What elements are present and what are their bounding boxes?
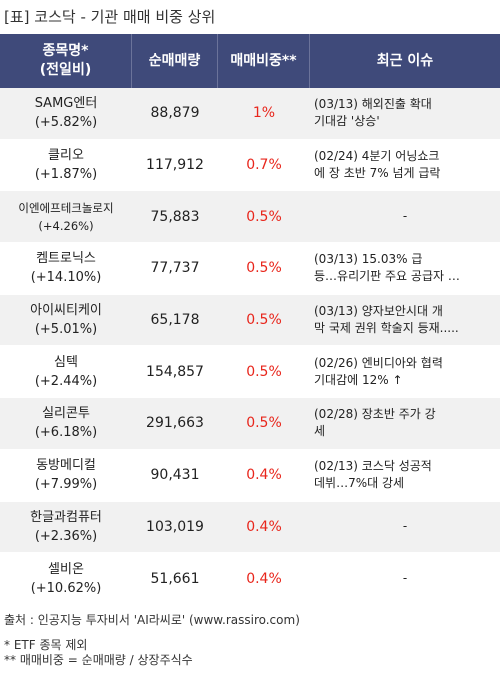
stock-change: (+4.26%) bbox=[38, 218, 94, 233]
trade-ratio-cell: 0.7% bbox=[218, 139, 310, 192]
stock-name-cell: 켐트로닉스 (+14.10%) bbox=[0, 243, 132, 295]
net-volume-cell: 291,663 bbox=[132, 398, 218, 450]
stock-change: (+10.62%) bbox=[30, 580, 102, 596]
net-volume-cell: 88,879 bbox=[132, 88, 218, 140]
net-volume-cell: 65,178 bbox=[132, 294, 218, 347]
stock-name-cell: 셀비온 (+10.62%) bbox=[0, 553, 132, 605]
table-row: 아이씨티케이 (+5.01%) 65,178 0.5% (03/13) 양자보안시… bbox=[0, 294, 500, 347]
source-note: 출처 : 인공지능 투자비서 'AI라씨로' (www.rassiro.com) bbox=[4, 613, 300, 627]
stock-name: 켐트로닉스 bbox=[36, 251, 96, 267]
trade-ratio-cell: 0.5% bbox=[218, 346, 310, 399]
stock-change: (+2.36%) bbox=[34, 528, 98, 544]
net-volume-cell: 117,912 bbox=[132, 139, 218, 192]
table-header-row: 종목명* (전일비) 순매매량 매매비중** 최근 이슈 bbox=[0, 34, 500, 88]
issue-line1: (03/13) 양자보안시대 개 bbox=[314, 304, 443, 319]
header-name-line2: (전일비) bbox=[39, 62, 92, 78]
trade-ratio-cell: 0.5% bbox=[218, 243, 310, 295]
stock-name: 아이씨티케이 bbox=[30, 303, 102, 319]
stock-name: SAMG엔터 bbox=[34, 96, 98, 112]
recent-issue-cell: - bbox=[310, 553, 500, 605]
trade-ratio-cell: 0.4% bbox=[218, 553, 310, 605]
issue-line1: (03/13) 15.03% 급 bbox=[314, 252, 423, 267]
trade-ratio-definition-note: ** 매매비중 = 순매매량 / 상장주식수 bbox=[4, 653, 193, 667]
stock-change: (+7.99%) bbox=[34, 477, 98, 493]
table-row: 켐트로닉스 (+14.10%) 77,737 0.5% (03/13) 15.03… bbox=[0, 243, 500, 295]
net-volume-cell: 51,661 bbox=[132, 553, 218, 605]
issue-line2: 세 bbox=[314, 424, 326, 439]
stock-name-cell: 동방메디컬 (+7.99%) bbox=[0, 449, 132, 502]
issue-line2: 기대감에 12% ↑ bbox=[314, 372, 403, 387]
header-stock-name: 종목명* (전일비) bbox=[0, 34, 132, 88]
header-net-volume: 순매매량 bbox=[132, 34, 218, 88]
trade-ratio-cell: 0.5% bbox=[218, 191, 310, 244]
stock-name: 클리오 bbox=[48, 148, 84, 164]
net-volume-cell: 90,431 bbox=[132, 449, 218, 502]
trade-ratio-cell: 0.5% bbox=[218, 398, 310, 450]
trade-ratio-cell: 0.4% bbox=[218, 449, 310, 502]
issue-line1: (02/13) 코스닥 성공적 bbox=[314, 459, 432, 474]
issue-line2: 막 국제 권위 학술지 등재..... bbox=[314, 321, 459, 336]
stock-name-cell: 심텍 (+2.44%) bbox=[0, 346, 132, 399]
stock-change: (+14.10%) bbox=[30, 270, 102, 286]
table-row: 실리콘투 (+6.18%) 291,663 0.5% (02/28) 장초반 주가… bbox=[0, 398, 500, 450]
table-row: 이엔에프테크놀로지 (+4.26%) 75,883 0.5% - bbox=[0, 191, 500, 244]
net-volume-cell: 103,019 bbox=[132, 501, 218, 554]
trade-ratio-cell: 0.4% bbox=[218, 501, 310, 554]
recent-issue-cell: - bbox=[310, 191, 500, 244]
issue-line1: (02/26) 엔비디아와 협력 bbox=[314, 355, 443, 370]
table-row: 한글과컴퓨터 (+2.36%) 103,019 0.4% - bbox=[0, 501, 500, 554]
stock-change: (+2.44%) bbox=[34, 373, 98, 389]
table-row: 클리오 (+1.87%) 117,912 0.7% (02/24) 4분기 어닝쇼… bbox=[0, 139, 500, 192]
issue-line2: 에 장 초반 7% 넘게 급락 bbox=[314, 166, 441, 181]
trade-ratio-cell: 1% bbox=[218, 88, 310, 140]
stock-name: 심텍 bbox=[54, 354, 78, 370]
etf-exclusion-note: * ETF 종목 제외 bbox=[4, 638, 88, 652]
issue-line1: (02/24) 4분기 어닝쇼크 bbox=[314, 149, 440, 164]
net-volume-cell: 75,883 bbox=[132, 191, 218, 244]
trade-ratio-cell: 0.5% bbox=[218, 294, 310, 347]
header-name-line1: 종목명* bbox=[42, 43, 89, 59]
stock-name-cell: 한글과컴퓨터 (+2.36%) bbox=[0, 501, 132, 554]
stock-name: 셀비온 bbox=[48, 561, 84, 577]
net-volume-cell: 77,737 bbox=[132, 243, 218, 295]
recent-issue-cell: - bbox=[310, 501, 500, 554]
issue-line1: (02/28) 장초반 주가 강 bbox=[314, 407, 436, 422]
table-row: 심텍 (+2.44%) 154,857 0.5% (02/26) 엔비디아와 협력… bbox=[0, 346, 500, 399]
stock-change: (+6.18%) bbox=[34, 425, 98, 441]
table-row: 셀비온 (+10.62%) 51,661 0.4% - bbox=[0, 553, 500, 605]
table-row: 동방메디컬 (+7.99%) 90,431 0.4% (02/13) 코스닥 성공… bbox=[0, 449, 500, 502]
issue-line2: 데뷔…7%대 강세 bbox=[314, 476, 405, 491]
issue-line1: (03/13) 해외진출 확대 bbox=[314, 97, 432, 112]
stock-name: 이엔에프테크놀로지 bbox=[18, 200, 114, 215]
stock-name-cell: SAMG엔터 (+5.82%) bbox=[0, 88, 132, 140]
issue-line2: 기대감 '상승' bbox=[314, 114, 380, 129]
net-volume-cell: 154,857 bbox=[132, 346, 218, 399]
stock-name: 실리콘투 bbox=[42, 406, 90, 422]
header-recent-issue: 최근 이슈 bbox=[310, 34, 500, 88]
table-row: SAMG엔터 (+5.82%) 88,879 1% (03/13) 해외진출 확대… bbox=[0, 88, 500, 140]
stock-change: (+5.82%) bbox=[34, 115, 98, 131]
header-trade-ratio: 매매비중** bbox=[218, 34, 310, 88]
issue-line2: 등…유리기판 주요 공급자 … bbox=[314, 269, 460, 284]
stock-name-cell: 클리오 (+1.87%) bbox=[0, 139, 132, 192]
recent-issue-cell: (02/26) 엔비디아와 협력 기대감에 12% ↑ bbox=[310, 346, 500, 399]
stock-change: (+1.87%) bbox=[34, 167, 98, 183]
table-title: [표] 코스닥 - 기관 매매 비중 상위 bbox=[4, 8, 216, 26]
stock-name-cell: 이엔에프테크놀로지 (+4.26%) bbox=[0, 191, 132, 244]
stock-change: (+5.01%) bbox=[34, 322, 98, 338]
stock-name: 동방메디컬 bbox=[36, 458, 96, 474]
stock-name-cell: 아이씨티케이 (+5.01%) bbox=[0, 294, 132, 347]
stock-name-cell: 실리콘투 (+6.18%) bbox=[0, 398, 132, 450]
stock-name: 한글과컴퓨터 bbox=[30, 509, 102, 525]
institution-trading-table: 종목명* (전일비) 순매매량 매매비중** 최근 이슈 SAMG엔터 (+5.8… bbox=[0, 34, 500, 605]
